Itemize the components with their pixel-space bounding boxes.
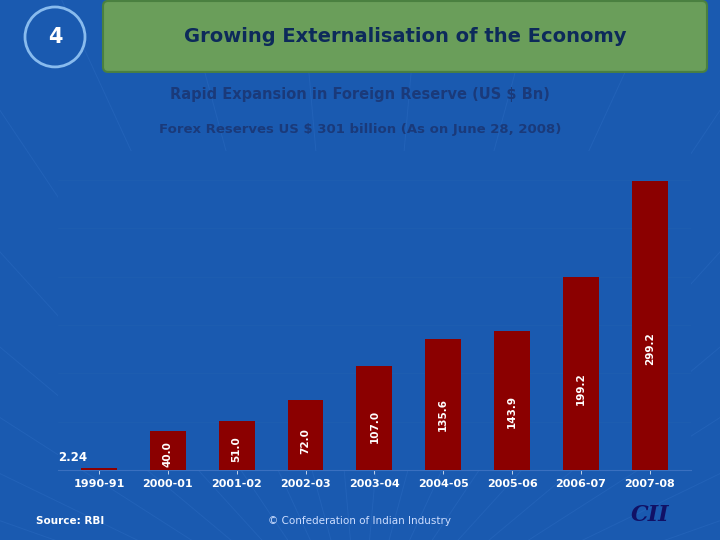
Circle shape bbox=[25, 7, 85, 67]
Bar bbox=[356, 367, 392, 470]
Text: Forex Reserves US $ 301 billion (As on June 28, 2008): Forex Reserves US $ 301 billion (As on J… bbox=[159, 123, 561, 136]
Text: CII: CII bbox=[631, 504, 669, 526]
Text: 72.0: 72.0 bbox=[300, 428, 310, 454]
Bar bbox=[287, 400, 323, 470]
Bar bbox=[494, 331, 530, 470]
Text: 299.2: 299.2 bbox=[645, 332, 655, 365]
Text: 2.24: 2.24 bbox=[58, 451, 87, 464]
FancyBboxPatch shape bbox=[103, 1, 707, 72]
Text: Rapid Expansion in Foreign Reserve (US $ Bn): Rapid Expansion in Foreign Reserve (US $… bbox=[170, 87, 550, 102]
Bar bbox=[81, 468, 117, 470]
Bar bbox=[426, 339, 462, 470]
Text: 199.2: 199.2 bbox=[576, 373, 586, 406]
Text: © Confederation of Indian Industry: © Confederation of Indian Industry bbox=[269, 516, 451, 526]
Text: 4: 4 bbox=[48, 27, 62, 47]
Text: Growing Externalisation of the Economy: Growing Externalisation of the Economy bbox=[184, 28, 626, 46]
Text: 135.6: 135.6 bbox=[438, 399, 449, 431]
Text: Source: RBI: Source: RBI bbox=[36, 516, 104, 526]
Bar bbox=[219, 421, 255, 470]
Text: 40.0: 40.0 bbox=[163, 441, 173, 467]
Bar bbox=[150, 431, 186, 470]
Bar bbox=[632, 181, 667, 470]
Text: 51.0: 51.0 bbox=[232, 436, 242, 462]
Bar bbox=[563, 278, 599, 470]
Text: 143.9: 143.9 bbox=[507, 395, 517, 428]
Text: 107.0: 107.0 bbox=[369, 410, 379, 443]
